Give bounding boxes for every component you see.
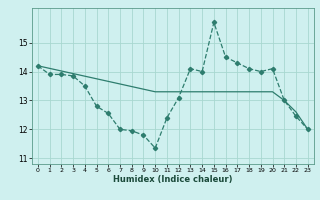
X-axis label: Humidex (Indice chaleur): Humidex (Indice chaleur)	[113, 175, 233, 184]
